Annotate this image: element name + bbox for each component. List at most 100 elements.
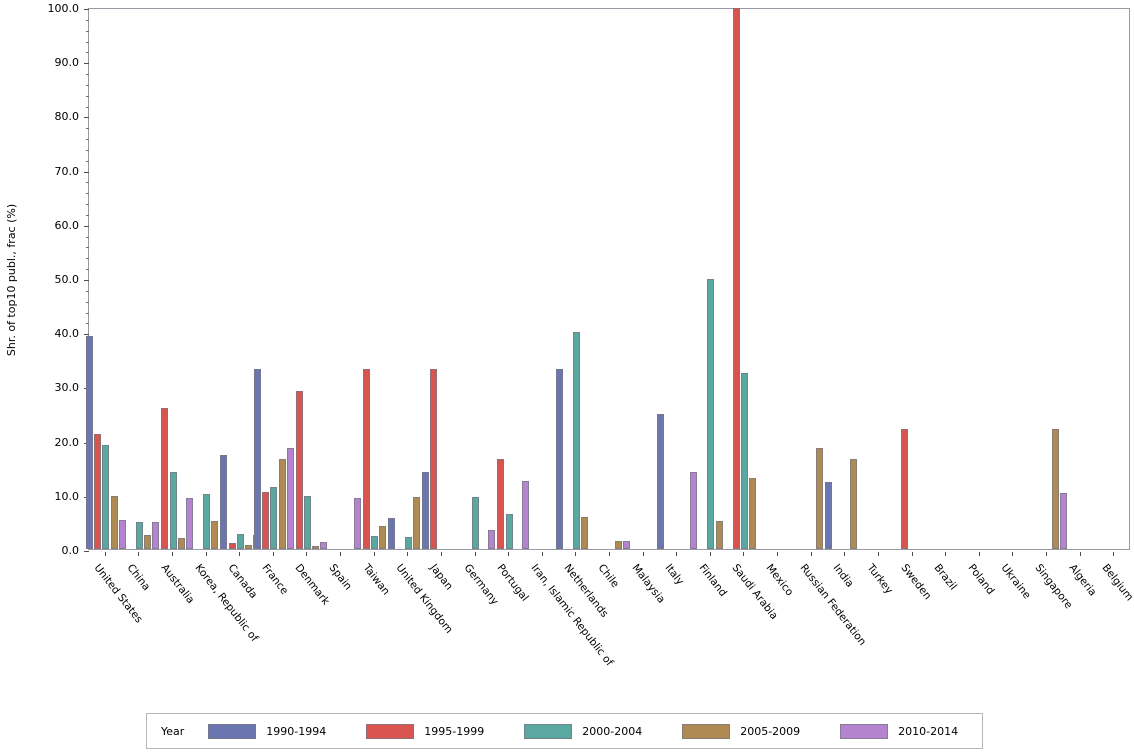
bar [278,459,286,549]
bar-group [725,8,765,549]
x-axis-tick [844,552,846,556]
bar [422,471,430,549]
y-axis-tick-label: 30.0 [54,381,80,395]
bar [320,541,328,549]
y-axis-minor-tick [86,193,89,195]
bar [169,472,177,549]
x-axis-tick [1113,552,1115,556]
x-axis-tick-label: Australia [158,562,197,606]
x-axis-tick-label: Finland [696,562,729,599]
legend-swatch [208,723,257,739]
y-axis-minor-tick [86,95,89,97]
x-axis-tick [709,552,711,556]
x-axis-tick [239,552,241,556]
bar [85,336,93,549]
bar [900,428,908,549]
bar [581,517,589,549]
legend-item[interactable]: 2000-2004 [524,723,643,739]
bar-group [120,9,160,549]
x-axis-tick [609,552,610,556]
legend-item[interactable]: 2005-2009 [682,723,800,739]
bar [110,495,118,549]
legend-item[interactable]: 2010-2014 [840,723,958,739]
x-axis-tick-label: India [830,562,857,590]
y-axis-minor-tick [86,247,89,249]
x-axis-tick [911,552,913,556]
bar [816,447,824,549]
bar [161,407,169,549]
bar [118,520,126,549]
bar [135,522,143,549]
bar [690,472,698,549]
y-axis-tick [84,280,89,281]
bar [303,496,311,549]
bar [203,493,211,549]
x-axis-tick [1012,552,1014,556]
x-axis-labels: United States China Australia Korea, Republ… [88,552,1134,702]
y-axis-minor-tick [86,182,89,184]
x-axis-tick [306,552,308,556]
x-axis-tick [172,552,174,556]
x-axis-tick-label: Korea, Republic of [192,562,260,645]
bar [102,444,110,549]
x-axis-tick-label: Ukraine [998,562,1034,602]
legend-label: 2000-2004 [582,724,643,738]
bar [177,538,185,549]
y-axis-minor-tick [86,301,89,303]
y-axis-tick-label: 0.0 [61,544,80,557]
y-axis-minor-tick [86,323,89,325]
y-axis-tick [84,551,89,552]
y-axis-minor-tick [86,258,89,260]
x-axis-tick-label: Spain [326,562,355,593]
bar-group [691,9,731,549]
bar [614,541,622,549]
bar [404,537,412,549]
bar [353,498,361,549]
y-axis-tick-label: 40.0 [54,327,80,341]
bar-group [456,9,496,549]
y-axis-minor-tick [86,290,89,292]
x-axis-tick-label: Sweden [898,562,934,603]
bar [144,534,152,549]
x-axis-tick [407,552,409,556]
x-axis-tick [743,552,745,556]
bar [152,522,160,549]
x-axis-tick [777,552,779,556]
bar-group [556,9,596,549]
bar-group [85,9,126,549]
y-axis-tick-label: 100.0 [47,2,80,15]
bar [270,486,278,549]
y-axis-minor-tick [86,269,89,271]
legend-swatch [682,723,731,739]
x-axis-tick-label: Canada [225,562,260,601]
legend-item[interactable]: 1995-1999 [366,723,484,739]
y-axis-tick-label: 50.0 [54,273,80,286]
bar [497,458,505,549]
bar [430,369,438,549]
legend-item[interactable]: 1990-1994 [208,723,326,739]
x-axis-tick [978,552,980,556]
bar-group [288,9,328,549]
bar-group [253,9,294,549]
bar-group [489,9,530,549]
bar-group [825,9,865,549]
legend-swatch [524,723,573,739]
chart-legend: Year 1990-1994 1995-1999 2000-2004 2005-200… [146,713,983,749]
bar [1059,493,1067,549]
bar-group [1027,9,1067,549]
bar [211,520,219,549]
y-axis-tick [84,9,89,10]
y-axis-minor-tick [86,84,89,86]
x-axis-tick-label: Taiwan [360,562,392,598]
x-axis-tick-label: Belgium [1099,562,1134,604]
legend-title: Year [161,724,185,738]
x-axis-tick [575,552,577,556]
y-axis-minor-tick [86,41,89,43]
bar [253,369,261,549]
y-axis-minor-tick [86,74,89,76]
y-axis-tick-label: 90.0 [54,56,80,70]
bar [522,480,530,549]
bar-group [422,9,462,549]
x-axis-tick-label: Chile [595,562,622,591]
bar [488,530,496,549]
